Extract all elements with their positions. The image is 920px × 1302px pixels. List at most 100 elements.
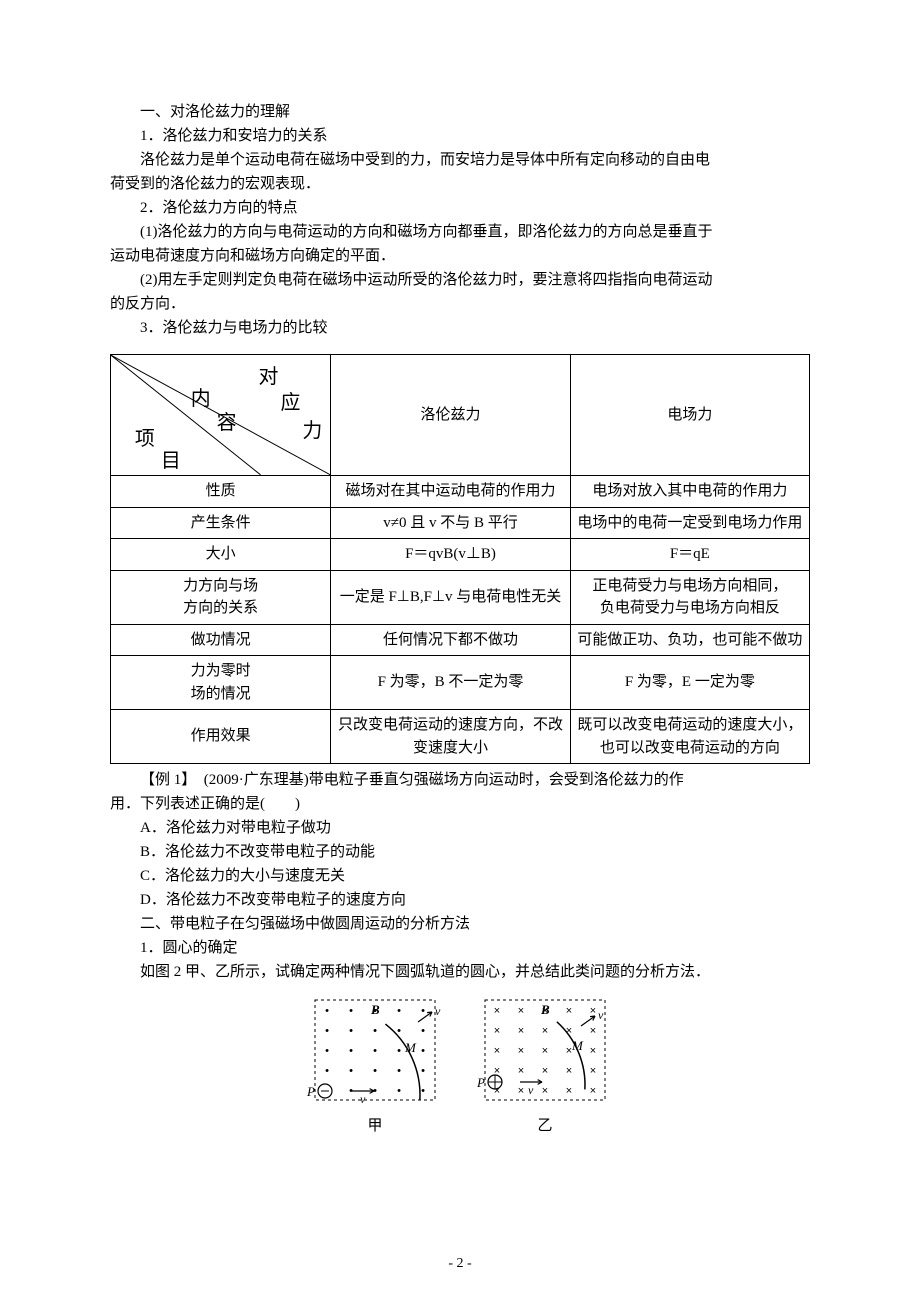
para-1-1: 1．洛伦兹力和安培力的关系 xyxy=(110,124,810,148)
diagonal-header-cell: 对 应 力 内 容 项 目 xyxy=(111,355,331,476)
svg-text:•: • xyxy=(421,1005,425,1017)
table-cell: 电场对放入其中电荷的作用力 xyxy=(570,476,809,508)
svg-text:乙: 乙 xyxy=(537,1118,552,1134)
svg-text:•: • xyxy=(397,1005,401,1017)
svg-text:×: × xyxy=(518,1065,524,1077)
svg-text:内: 内 xyxy=(191,387,211,410)
para-2-2b: 运动电荷速度方向和磁场方向确定的平面． xyxy=(110,244,810,268)
table-cell: 既可以改变电荷运动的速度大小，也可以改变电荷运动的方向 xyxy=(570,710,809,764)
table-head-col3: 电场力 xyxy=(570,355,809,476)
svg-text:B: B xyxy=(370,1002,380,1017)
option-a: A．洛伦兹力对带电粒子做功 xyxy=(110,816,810,840)
svg-text:v: v xyxy=(435,1004,441,1018)
table-cell: 产生条件 xyxy=(111,507,331,539)
svg-text:×: × xyxy=(518,1085,524,1097)
svg-text:×: × xyxy=(590,1085,596,1097)
table-cell: 只改变电荷运动的速度方向，不改变速度大小 xyxy=(331,710,570,764)
svg-text:M: M xyxy=(571,1038,584,1053)
svg-text:×: × xyxy=(566,1085,572,1097)
table-cell: 作用效果 xyxy=(111,710,331,764)
table-row: 大小F＝qvB(v⊥B)F＝qE xyxy=(111,539,810,571)
heading-1: 一、对洛伦兹力的理解 xyxy=(110,100,810,124)
svg-text:•: • xyxy=(373,1045,377,1057)
svg-text:×: × xyxy=(494,1045,500,1057)
svg-text:B: B xyxy=(540,1002,550,1017)
table-head-col2: 洛伦兹力 xyxy=(331,355,570,476)
option-b: B．洛伦兹力不改变带电粒子的动能 xyxy=(110,840,810,864)
table-cell: 磁场对在其中运动电荷的作用力 xyxy=(331,476,570,508)
svg-text:目: 目 xyxy=(161,450,181,472)
svg-text:×: × xyxy=(590,1045,596,1057)
svg-text:甲: 甲 xyxy=(367,1118,382,1134)
table-cell: 力方向与场方向的关系 xyxy=(111,570,331,624)
svg-text:v: v xyxy=(598,1008,604,1022)
svg-text:•: • xyxy=(373,1025,377,1037)
table-header-row: 对 应 力 内 容 项 目 洛伦兹力 电场力 xyxy=(111,355,810,476)
table-cell: 力为零时场的情况 xyxy=(111,656,331,710)
para-4-1: 1．圆心的确定 xyxy=(110,936,810,960)
svg-text:•: • xyxy=(325,1025,329,1037)
page-number: - 2 - xyxy=(0,1256,920,1272)
table-row: 力方向与场方向的关系一定是 F⊥B,F⊥v 与电荷电性无关正电荷受力与电场方向相… xyxy=(111,570,810,624)
svg-text:•: • xyxy=(397,1085,401,1097)
svg-text:×: × xyxy=(542,1025,548,1037)
svg-text:•: • xyxy=(349,1065,353,1077)
table-cell: 任何情况下都不做功 xyxy=(331,624,570,656)
para-1-2b: 荷受到的洛伦兹力的宏观表现． xyxy=(110,172,810,196)
svg-text:•: • xyxy=(325,1065,329,1077)
table-cell: 一定是 F⊥B,F⊥v 与电荷电性无关 xyxy=(331,570,570,624)
svg-text:×: × xyxy=(542,1085,548,1097)
svg-text:×: × xyxy=(494,1005,500,1017)
svg-text:•: • xyxy=(421,1085,425,1097)
svg-text:v: v xyxy=(528,1083,534,1097)
document-page: 一、对洛伦兹力的理解 1．洛伦兹力和安培力的关系 洛伦兹力是单个运动电荷在磁场中… xyxy=(0,0,920,1302)
table-cell: F＝qvB(v⊥B) xyxy=(331,539,570,571)
svg-text:•: • xyxy=(421,1045,425,1057)
table-cell: 大小 xyxy=(111,539,331,571)
svg-text:×: × xyxy=(590,1065,596,1077)
figure-2-svg: •••••••••••••••••••••••••vvPMB××××××××××… xyxy=(300,990,620,1140)
svg-text:应: 应 xyxy=(280,391,300,414)
svg-text:•: • xyxy=(397,1065,401,1077)
svg-text:×: × xyxy=(518,1005,524,1017)
svg-text:×: × xyxy=(542,1045,548,1057)
comparison-table: 对 应 力 内 容 项 目 洛伦兹力 电场力 性质磁场对在其中运动电荷的作用力电… xyxy=(110,354,810,764)
para-4-2: 如图 2 甲、乙所示，试确定两种情况下圆弧轨道的圆心，并总结此类问题的分析方法． xyxy=(110,960,810,984)
svg-text:•: • xyxy=(349,1045,353,1057)
diagonal-header-svg: 对 应 力 内 容 项 目 xyxy=(111,355,330,475)
table-cell: F＝qE xyxy=(570,539,809,571)
svg-text:•: • xyxy=(421,1065,425,1077)
option-c: C．洛伦兹力的大小与速度无关 xyxy=(110,864,810,888)
svg-text:v: v xyxy=(360,1092,366,1106)
svg-text:×: × xyxy=(566,1065,572,1077)
svg-text:对: 对 xyxy=(259,365,279,388)
svg-text:×: × xyxy=(518,1045,524,1057)
table-row: 做功情况任何情况下都不做功可能做正功、负功，也可能不做功 xyxy=(111,624,810,656)
para-2-2a: (1)洛伦兹力的方向与电荷运动的方向和磁场方向都垂直，即洛伦兹力的方向总是垂直于 xyxy=(110,220,810,244)
svg-text:•: • xyxy=(397,1045,401,1057)
table-cell: 电场中的电荷一定受到电场力作用 xyxy=(570,507,809,539)
para-1-2a: 洛伦兹力是单个运动电荷在磁场中受到的力，而安培力是导体中所有定向移动的自由电 xyxy=(110,148,810,172)
para-2-3b: 的反方向． xyxy=(110,292,810,316)
para-3-1: 3．洛伦兹力与电场力的比较 xyxy=(110,316,810,340)
svg-text:×: × xyxy=(590,1005,596,1017)
svg-text:×: × xyxy=(542,1065,548,1077)
table-row: 作用效果只改变电荷运动的速度方向，不改变速度大小既可以改变电荷运动的速度大小，也… xyxy=(111,710,810,764)
example-1-a: 【例 1】 (2009·广东理基)带电粒子垂直匀强磁场方向运动时，会受到洛伦兹力… xyxy=(110,768,810,792)
table-row: 性质磁场对在其中运动电荷的作用力电场对放入其中电荷的作用力 xyxy=(111,476,810,508)
table-cell: 可能做正功、负功，也可能不做功 xyxy=(570,624,809,656)
table-cell: 性质 xyxy=(111,476,331,508)
table-cell: v≠0 且 v 不与 B 平行 xyxy=(331,507,570,539)
svg-text:•: • xyxy=(349,1025,353,1037)
svg-text:•: • xyxy=(325,1045,329,1057)
table-cell: F 为零，B 不一定为零 xyxy=(331,656,570,710)
svg-text:P: P xyxy=(476,1075,485,1090)
svg-text:×: × xyxy=(494,1025,500,1037)
svg-text:×: × xyxy=(518,1025,524,1037)
svg-text:容: 容 xyxy=(217,411,237,434)
svg-text:•: • xyxy=(421,1025,425,1037)
option-d: D．洛伦兹力不改变带电粒子的速度方向 xyxy=(110,888,810,912)
example-1-b: 用．下列表述正确的是( ) xyxy=(110,792,810,816)
svg-text:•: • xyxy=(325,1005,329,1017)
svg-text:M: M xyxy=(404,1040,417,1055)
